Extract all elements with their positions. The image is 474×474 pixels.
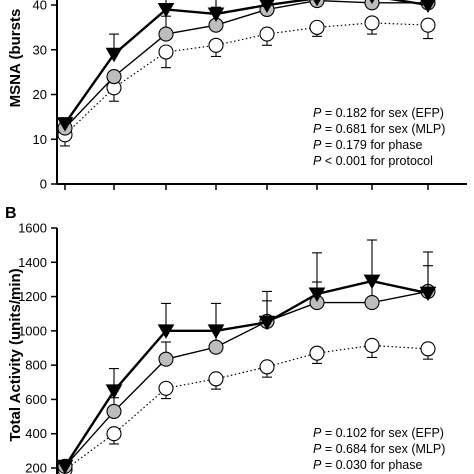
- data-point: [363, 274, 381, 290]
- p-symbol: P: [313, 106, 322, 120]
- y-tick-label: 400: [25, 426, 47, 441]
- data-point: [309, 345, 325, 361]
- data-point: [420, 17, 436, 33]
- y-tick-label: 800: [25, 358, 47, 373]
- data-point: [106, 69, 122, 85]
- data-point: [158, 380, 174, 396]
- series-line: [64, 0, 428, 129]
- data-point: [56, 459, 74, 474]
- data-point: [208, 37, 224, 53]
- data-point: [157, 324, 175, 339]
- y-tick-label: 600: [25, 392, 47, 407]
- y-tick-label: 1200: [18, 289, 47, 304]
- stat-annotation: P = 0.182 for sex (EFP): [313, 106, 444, 120]
- stat-annotation: P = 0.684 for sex (MLP): [313, 442, 445, 456]
- stat-text: = 0.030 for phase: [321, 458, 422, 472]
- panel-b-total-activity-chart: B 200 400 600 800 1000 1200 1400 1600 Total Activ…: [5, 205, 445, 474]
- y-tick-label: 30: [33, 42, 47, 57]
- panel-a-msna-chart: 0 10 20 30 40 MSNA (bursts P = 0.182 for sex (…: [7, 0, 467, 192]
- series-line: [64, 290, 429, 467]
- data-point: [208, 371, 224, 387]
- data-point: [364, 295, 380, 311]
- p-symbol: P: [313, 442, 322, 456]
- stat-text: = 0.102 for sex (EFP): [321, 426, 444, 440]
- data-point: [106, 426, 122, 442]
- stat-text: < 0.001 for protocol: [321, 154, 433, 168]
- stat-text: = 0.684 for sex (MLP): [321, 442, 445, 456]
- stat-text: = 0.182 for sex (EFP): [321, 106, 444, 120]
- data-point: [157, 2, 175, 18]
- y-tick-label: 0: [40, 177, 47, 192]
- p-symbol: P: [313, 122, 322, 136]
- data-point: [158, 44, 174, 60]
- data-point: [364, 15, 380, 31]
- data-point: [258, 315, 276, 331]
- p-symbol: P: [313, 138, 322, 152]
- data-point: [105, 384, 123, 399]
- stat-text: = 0.179 for phase: [321, 138, 422, 152]
- y-axis-label: Total Activity (units/min): [7, 268, 24, 441]
- stat-annotation: P = 0.030 for phase: [313, 458, 423, 472]
- y-tick-label: 20: [33, 87, 47, 102]
- data-point: [369, 0, 375, 5]
- data-point: [158, 351, 174, 367]
- data-point: [158, 26, 174, 42]
- data-point: [259, 359, 275, 375]
- data-point: [313, 0, 321, 7]
- data-point: [309, 19, 325, 35]
- y-tick-label: 10: [33, 132, 47, 147]
- stat-annotation: P = 0.681 for sex (MLP): [313, 122, 445, 136]
- data-point: [208, 339, 224, 355]
- data-point: [419, 286, 437, 302]
- data-point: [207, 7, 225, 22]
- data-point: [259, 26, 275, 42]
- data-point: [105, 47, 123, 63]
- series-line: [64, 0, 429, 125]
- series-line: [64, 344, 429, 471]
- data-point: [364, 0, 380, 11]
- data-point: [420, 341, 436, 357]
- y-tick-label: 1600: [18, 221, 47, 236]
- data-point: [364, 337, 380, 353]
- p-symbol: P: [313, 458, 322, 472]
- y-axis-label: MSNA (bursts: [7, 9, 24, 108]
- data-point: [420, 0, 436, 14]
- stat-annotation: P = 0.102 for sex (EFP): [313, 426, 444, 440]
- y-tick-label: 40: [33, 0, 47, 13]
- p-symbol: P: [313, 154, 322, 168]
- stat-text: = 0.681 for sex (MLP): [321, 122, 445, 136]
- data-point: [207, 324, 225, 339]
- p-symbol: P: [313, 426, 322, 440]
- panel-label: B: [5, 205, 17, 222]
- y-tick-label: 200: [25, 461, 47, 474]
- data-point: [56, 117, 74, 132]
- y-tick-label: 1400: [18, 255, 47, 270]
- stat-annotation: P < 0.001 for protocol: [313, 154, 433, 168]
- data-point: [308, 287, 326, 303]
- stat-annotation: P = 0.179 for phase: [313, 138, 423, 152]
- data-point: [259, 0, 275, 14]
- y-tick-label: 1000: [18, 323, 47, 338]
- data-point: [106, 403, 122, 419]
- series-line: [63, 279, 429, 467]
